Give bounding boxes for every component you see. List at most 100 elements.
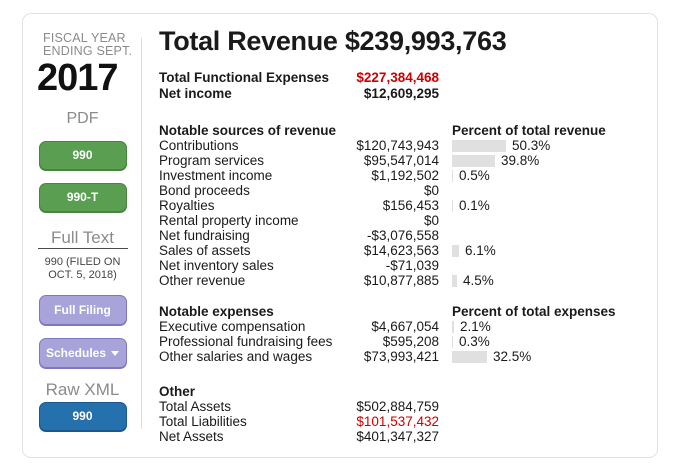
table-row: Bond proceeds $0 (159, 183, 649, 198)
table-row: Contributions $120,743,943 50.3% (159, 138, 649, 153)
row-label: Other revenue (159, 273, 246, 288)
pdf-heading: PDF (66, 110, 99, 127)
row-amount: $0 (423, 183, 439, 198)
table-row: Net fundraising -$3,076,558 (159, 228, 649, 243)
total-revenue-value: $239,993,763 (344, 26, 507, 56)
percent-value: 6.1% (465, 243, 496, 258)
row-amount: $101,537,432 (356, 414, 439, 429)
percent-value: 0.1% (459, 198, 490, 213)
percent-bar (452, 244, 459, 257)
percent-bar (452, 335, 453, 348)
percent-value: 0.5% (459, 168, 490, 183)
row-amount: $0 (423, 213, 439, 228)
raw-xml-990-button[interactable]: 990 (38, 402, 127, 431)
section-heading: Notable sources of revenue (159, 123, 337, 138)
percent-cell: 2.1% (452, 319, 491, 334)
row-label: Investment income (159, 168, 273, 183)
fiscal-year-value: 2017 (37, 57, 119, 99)
expenses-section: Notable expenses Percent of total expens… (159, 304, 649, 364)
table-row: Other revenue $10,877,885 4.5% (159, 273, 649, 288)
filing-note-line1: 990 (FILED ON (44, 256, 121, 268)
percent-bar (452, 320, 454, 333)
section-heading: Other (159, 384, 196, 399)
filing-note-line2: OCT. 5, 2018) (48, 269, 117, 281)
full-text-heading: Full Text (51, 228, 114, 247)
fiscal-year-line2: ENDING SEPT. (43, 44, 133, 58)
row-label: Professional fundraising fees (159, 334, 333, 349)
row-label: Net Assets (159, 429, 224, 444)
main-content: Total Revenue $239,993,763 Total Functio… (142, 14, 657, 457)
section-heading: Notable expenses (159, 304, 274, 319)
row-label: Total Functional Expenses (159, 70, 330, 85)
table-row: Rental property income $0 (159, 213, 649, 228)
percent-cell: 50.3% (452, 138, 550, 153)
schedules-dropdown-button[interactable]: Schedules (38, 338, 127, 368)
sidebar-divider (141, 38, 142, 429)
row-amount: $4,667,054 (371, 319, 439, 334)
other-section-header: Other (159, 384, 649, 399)
percent-cell: 0.1% (452, 198, 490, 213)
percent-cell: 6.1% (452, 243, 496, 258)
row-label: Net inventory sales (159, 258, 274, 273)
table-row: Sales of assets $14,623,563 6.1% (159, 243, 649, 258)
percent-bar (452, 154, 495, 167)
full-text-underline (37, 248, 128, 249)
table-row: Program services $95,547,014 39.8% (159, 153, 649, 168)
row-amount: -$71,039 (385, 258, 439, 273)
sidebar: FISCAL YEAR ENDING SEPT. 2017 PDF 990 99… (23, 14, 142, 457)
row-amount: -$3,076,558 (366, 228, 439, 243)
percent-bar (452, 169, 453, 182)
table-row: Net income $12,609,295 (159, 86, 649, 102)
row-amount: $14,623,563 (363, 243, 439, 258)
row-label: Executive compensation (159, 319, 306, 334)
table-row: Total Functional Expenses $227,384,468 (159, 70, 649, 86)
row-amount: $95,547,014 (363, 153, 439, 168)
percent-cell: 0.5% (452, 168, 490, 183)
percent-heading: Percent of total revenue (452, 123, 606, 138)
row-label: Total Assets (159, 399, 232, 414)
pdf-990t-button[interactable]: 990-T (38, 183, 127, 212)
row-amount: $595,208 (382, 334, 439, 349)
percent-cell: 4.5% (452, 273, 494, 288)
page-title: Total Revenue $239,993,763 (159, 27, 649, 55)
caret-down-icon (111, 351, 120, 357)
row-amount: $12,609,295 (363, 86, 439, 101)
row-label: Net income (159, 86, 232, 101)
table-row: Professional fundraising fees $595,208 0… (159, 334, 649, 349)
pdf-990-button[interactable]: 990 (38, 141, 127, 170)
percent-value: 0.3% (459, 334, 490, 349)
row-amount: $10,877,885 (363, 273, 439, 288)
filing-summary-card: FISCAL YEAR ENDING SEPT. 2017 PDF 990 99… (22, 13, 658, 458)
percent-cell: 0.3% (452, 334, 490, 349)
table-row: Total Liabilities $101,537,432 (159, 414, 649, 429)
row-label: Bond proceeds (159, 183, 250, 198)
raw-xml-heading: Raw XML (45, 380, 120, 399)
total-revenue-label: Total Revenue (159, 26, 338, 56)
table-row: Executive compensation $4,667,054 2.1% (159, 319, 649, 334)
summary-section: Total Functional Expenses $227,384,468 N… (159, 70, 649, 102)
row-label: Contributions (159, 138, 239, 153)
row-amount: $1,192,502 (371, 168, 439, 183)
percent-bar (452, 139, 506, 152)
row-label: Other salaries and wages (159, 349, 313, 364)
other-section: Other Total Assets $502,884,759 Total Li… (159, 384, 649, 444)
revenue-section-header: Notable sources of revenue Percent of to… (159, 123, 649, 138)
revenue-section: Notable sources of revenue Percent of to… (159, 123, 649, 288)
expenses-section-header: Notable expenses Percent of total expens… (159, 304, 649, 319)
percent-cell: 32.5% (452, 349, 531, 364)
fiscal-year-label: FISCAL YEAR ENDING SEPT. (37, 32, 142, 58)
percent-value: 2.1% (460, 319, 491, 334)
full-filing-button[interactable]: Full Filing (38, 295, 127, 325)
percent-value: 32.5% (493, 349, 532, 364)
percent-bar (452, 350, 487, 363)
row-label: Program services (159, 153, 265, 168)
table-row: Other salaries and wages $73,993,421 32.… (159, 349, 649, 364)
row-label: Sales of assets (159, 243, 251, 258)
table-row: Royalties $156,453 0.1% (159, 198, 649, 213)
row-label: Royalties (159, 198, 215, 213)
row-amount: $401,347,327 (356, 429, 439, 444)
row-amount: $227,384,468 (356, 70, 439, 85)
row-amount: $120,743,943 (356, 138, 439, 153)
percent-bar (452, 199, 453, 212)
row-label: Net fundraising (159, 228, 250, 243)
